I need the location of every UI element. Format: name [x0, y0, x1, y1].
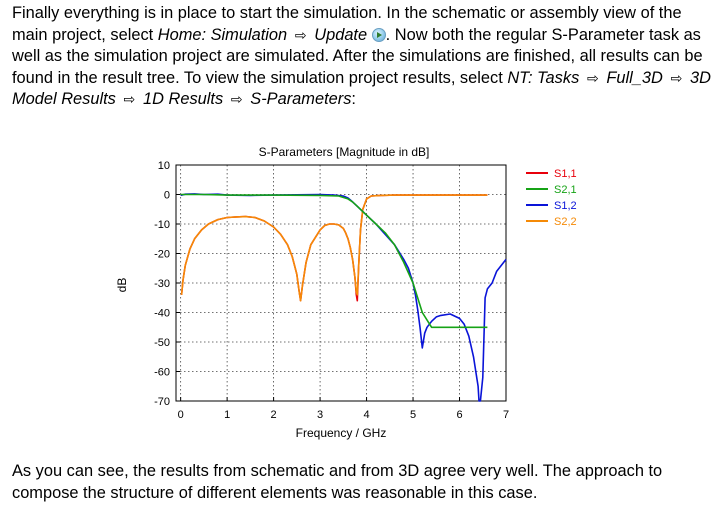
path-full-3d: Full_3D [606, 68, 663, 87]
chart-legend: S1,1 S2,1 S1,2 S2,2 [526, 168, 577, 228]
series-line-s2-2 [180, 194, 488, 302]
play-circle-icon [371, 27, 386, 42]
menu-home-simulation: Home: Simulation [157, 25, 288, 44]
x-tick-label: 0 [178, 409, 184, 421]
y-tick-label: 0 [164, 190, 170, 202]
conclusion-paragraph: As you can see, the results from schemat… [12, 462, 663, 502]
y-tick-label: -30 [154, 278, 170, 290]
x-tick-label: 7 [503, 409, 509, 421]
x-tick-label: 6 [456, 409, 462, 421]
series-line-s2-1 [180, 193, 488, 329]
y-tick-label: -60 [154, 367, 170, 379]
y-tick-label: -50 [154, 337, 170, 349]
intro-paragraph: Finally everything is in place to start … [12, 3, 716, 111]
chart-grid [176, 164, 507, 402]
x-tick-label: 3 [317, 409, 323, 421]
y-axis-ticks: 10 0 -10 -20 -30 -40 -50 -60 -70 [154, 160, 180, 408]
chart-series [180, 193, 507, 402]
intro-text-3: : [351, 90, 356, 108]
x-axis-label: Frequency / GHz [296, 426, 387, 440]
intro-text-1: Finally everything is in place to start … [12, 4, 682, 44]
path-s-parameters: S-Parameters [250, 90, 352, 108]
x-tick-label: 5 [410, 409, 416, 421]
y-tick-label: 10 [158, 160, 170, 172]
legend-label-s1-2: S1,2 [554, 200, 577, 212]
legend-label-s2-1: S2,1 [554, 184, 577, 196]
x-axis-ticks: 0 1 2 3 4 5 6 7 [178, 397, 509, 421]
y-tick-label: -20 [154, 249, 170, 261]
legend-label-s1-1: S1,1 [554, 168, 577, 180]
menu-update: Update [314, 25, 368, 44]
series-line-s1-1 [180, 194, 488, 302]
series-line-s1-2 [180, 193, 507, 402]
x-tick-label: 2 [271, 409, 277, 421]
y-tick-label: -10 [154, 219, 170, 231]
path-3d-model-results: 3D Model Results [12, 68, 711, 109]
path-nt-tasks: NT: Tasks [507, 68, 580, 87]
arrow-icon: ⇨ [670, 69, 683, 86]
legend-label-s2-2: S2,2 [554, 216, 577, 228]
chart-title: S-Parameters [Magnitude in dB] [259, 145, 430, 159]
arrow-icon: ⇨ [123, 91, 136, 107]
y-tick-label: -70 [154, 396, 170, 408]
x-tick-label: 4 [364, 409, 370, 421]
x-tick-label: 1 [224, 409, 230, 421]
arrow-icon: ⇨ [586, 69, 599, 86]
arrow-icon: ⇨ [294, 26, 307, 43]
intro-text-2: . Now both the regular S-Parameter task … [12, 25, 703, 87]
y-tick-label: -40 [154, 308, 170, 320]
path-1d-results: 1D Results [142, 90, 224, 108]
arrow-icon: ⇨ [230, 91, 243, 107]
y-axis-label: dB [115, 278, 129, 293]
